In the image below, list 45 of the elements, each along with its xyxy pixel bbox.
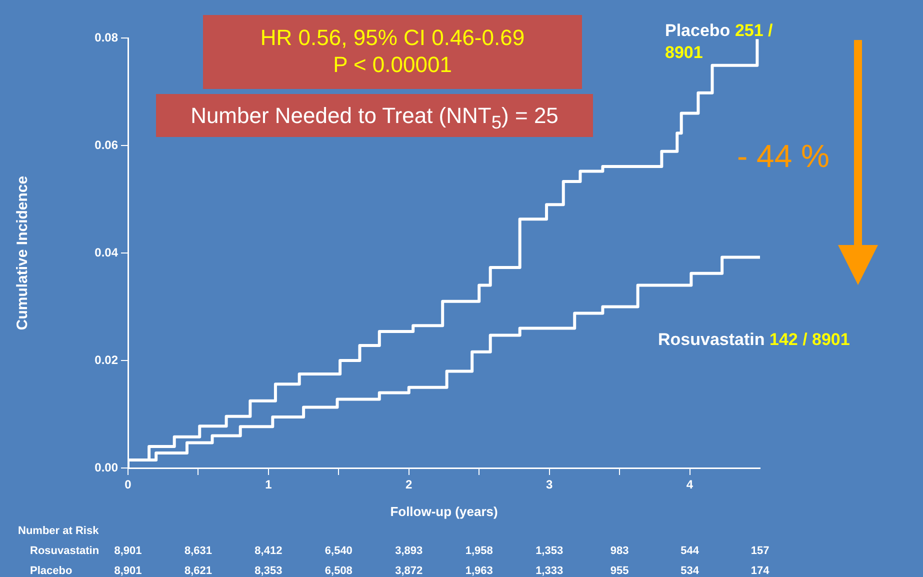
text: 1,333 <box>536 565 564 577</box>
x-tick-label: 2 <box>406 478 413 492</box>
text: 534 <box>680 565 700 577</box>
text: 544 <box>680 545 700 558</box>
x-tick-label: 0 <box>124 478 132 492</box>
text: Number at Risk <box>18 525 100 538</box>
series-label: Rosuvastatin <box>658 330 765 349</box>
text: Placebo <box>30 565 72 577</box>
text: 983 <box>610 545 629 558</box>
text: 142 / 8901 <box>769 330 850 349</box>
text: 1,958 <box>465 545 493 558</box>
text: 174 <box>750 565 770 577</box>
y-axis-title: Cumulative Incidence <box>14 176 32 330</box>
y-tick-label: 0.00 <box>94 460 118 474</box>
text: 1,353 <box>536 545 564 558</box>
y-tick-label: 0.04 <box>94 245 118 260</box>
text: 3,893 <box>395 545 423 558</box>
annotation: 251 / <box>734 21 773 40</box>
text: 1,963 <box>465 565 493 577</box>
x-tick-label: 4 <box>686 478 694 492</box>
text: 8,353 <box>254 565 282 577</box>
annotation: HR 0.56, 95% CI 0.46-0.69 <box>259 24 526 51</box>
annotation: - 44 % <box>737 138 830 175</box>
x-tick-label: 3 <box>546 478 553 492</box>
text: 8,412 <box>254 545 282 558</box>
text-box: Number Needed to Treat (NNT$_{5}$) = 25 <box>156 94 593 137</box>
text: 8,901 <box>114 545 142 558</box>
y-tick-label: 0.06 <box>94 138 118 152</box>
text: 8,631 <box>184 545 212 558</box>
text: Rosuvastatin <box>30 545 100 558</box>
x-axis-title: Follow-up (years) <box>390 504 498 519</box>
text: 6,508 <box>324 565 352 577</box>
text: 8,901 <box>114 565 142 577</box>
text: 3,872 <box>395 565 423 577</box>
annotation: P < 0.00001 <box>332 51 453 78</box>
text: 6,540 <box>324 545 352 558</box>
x-tick-label: 1 <box>265 478 272 492</box>
text: 157 <box>750 545 770 558</box>
text: 955 <box>610 565 629 577</box>
annotation: 8901 <box>665 43 703 62</box>
text: 8,621 <box>184 565 212 577</box>
series-label: Placebo <box>665 21 730 40</box>
y-tick-label: 0.02 <box>94 352 118 367</box>
text-box: HR 0.56, 95% CI 0.46-0.69 P < 0.00001 <box>203 15 582 89</box>
y-tick-label: 0.08 <box>94 30 118 44</box>
